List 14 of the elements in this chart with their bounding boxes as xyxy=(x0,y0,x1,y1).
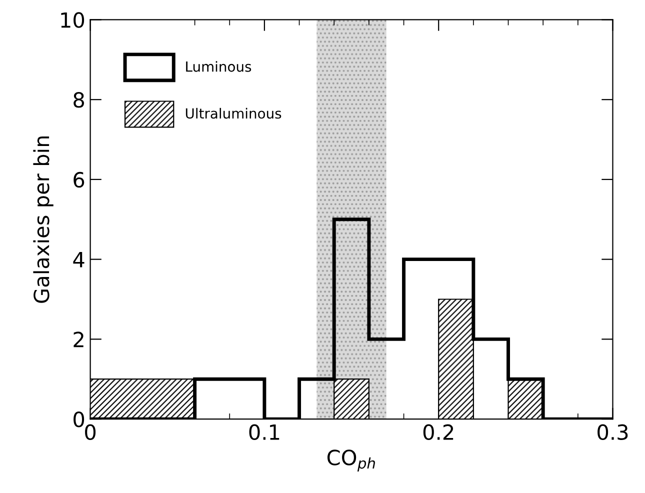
y-tick-label: 2 xyxy=(74,332,84,348)
x-tick-label: 0.1 xyxy=(249,424,280,440)
legend-label: Ultraluminous xyxy=(186,108,282,119)
legend-label: Luminous xyxy=(186,61,252,72)
y-tick-label: 10 xyxy=(61,12,84,28)
x-tick-label: 0.2 xyxy=(423,424,454,440)
x-tick-label: 0 xyxy=(85,424,96,440)
x-axis-title: CO$_{ph}$ xyxy=(327,450,375,472)
y-tick-label: 4 xyxy=(73,252,84,268)
y-axis-title: Galaxies per bin xyxy=(33,136,54,303)
y-tick-label: 6 xyxy=(74,172,84,188)
y-tick-label: 0 xyxy=(74,412,84,428)
x-tick-label: 0.3 xyxy=(598,424,628,440)
y-tick-label: 8 xyxy=(74,92,84,108)
